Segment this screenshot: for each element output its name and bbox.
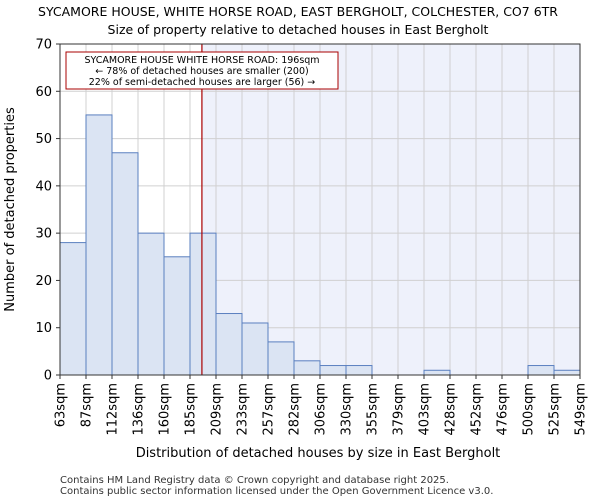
footer-line-2: Contains public sector information licen…: [60, 486, 493, 497]
bar: [241, 322, 269, 376]
x-tick-label: 112sqm: [106, 383, 121, 436]
x-tick-label: 257sqm: [262, 383, 277, 436]
bar: [293, 360, 321, 376]
bar: [137, 232, 165, 376]
x-tick-label: 87sqm: [80, 383, 95, 427]
x-tick-label: 549sqm: [574, 383, 589, 436]
x-tick-label: 282sqm: [288, 383, 303, 436]
y-axis-label: Number of detached properties: [3, 107, 18, 312]
x-tick-label: 306sqm: [314, 383, 329, 436]
x-axis-ticks: 63sqm 87sqm 112sqm 136sqm 160sqm 185sqm 209sqm…: [54, 375, 589, 436]
x-tick-label: 330sqm: [340, 383, 355, 436]
x-tick-label: 185sqm: [184, 383, 199, 436]
bar: [189, 232, 217, 376]
y-tick-label: 50: [35, 132, 52, 147]
annotation-line-3: 22% of semi-detached houses are larger (…: [89, 77, 316, 88]
bar: [267, 341, 295, 376]
bar: [215, 313, 243, 376]
x-tick-label: 452sqm: [470, 383, 485, 436]
bar: [59, 242, 87, 376]
y-tick-label: 0: [44, 369, 52, 384]
y-tick-label: 60: [35, 85, 52, 100]
bar: [163, 256, 191, 376]
annotation-line-2: ← 78% of detached houses are smaller (20…: [95, 66, 308, 77]
footer-line-1: Contains HM Land Registry data © Crown c…: [60, 475, 449, 486]
y-tick-label: 30: [35, 227, 52, 242]
bar: [319, 365, 347, 376]
x-tick-label: 525sqm: [548, 383, 563, 436]
x-tick-label: 233sqm: [236, 383, 251, 436]
x-tick-label: 379sqm: [392, 383, 407, 436]
bar: [553, 369, 581, 376]
x-tick-label: 355sqm: [366, 383, 381, 436]
bar: [85, 114, 113, 376]
annotation-line-1: SYCAMORE HOUSE WHITE HORSE ROAD: 196sqm: [84, 55, 319, 66]
y-tick-label: 40: [35, 179, 52, 194]
chart-subtitle: Size of property relative to detached ho…: [108, 22, 489, 37]
x-tick-label: 476sqm: [496, 383, 511, 436]
x-tick-label: 209sqm: [210, 383, 225, 436]
y-axis-ticks: 0 10 20 30 40 50 60 70: [35, 38, 60, 384]
y-tick-label: 10: [35, 321, 52, 336]
bar: [345, 365, 373, 376]
x-axis-label: Distribution of detached houses by size …: [136, 446, 501, 461]
x-tick-label: 428sqm: [444, 383, 459, 436]
x-tick-label: 160sqm: [158, 383, 173, 436]
bar: [527, 365, 555, 376]
x-tick-label: 403sqm: [418, 383, 433, 436]
marker-annotation: SYCAMORE HOUSE WHITE HORSE ROAD: 196sqm …: [65, 51, 339, 90]
y-tick-label: 20: [35, 274, 52, 289]
bars: [59, 114, 581, 376]
chart-title: SYCAMORE HOUSE, WHITE HORSE ROAD, EAST B…: [38, 4, 558, 19]
bar: [423, 369, 451, 376]
larger-shade: [201, 44, 580, 375]
plot-area: SYCAMORE HOUSE WHITE HORSE ROAD: 196sqm …: [59, 43, 581, 376]
x-tick-label: 500sqm: [522, 383, 537, 436]
y-tick-label: 70: [35, 38, 52, 53]
x-tick-label: 136sqm: [132, 383, 147, 436]
bar: [111, 152, 139, 376]
annotation-box: [65, 51, 339, 90]
x-tick-label: 63sqm: [54, 383, 69, 427]
